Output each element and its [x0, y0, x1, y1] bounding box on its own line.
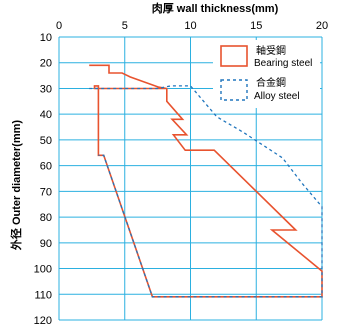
y-tick-label: 60 [40, 161, 52, 173]
x-tick-labels: 0 5 10 15 20 [56, 20, 328, 32]
legend-swatch-bearing-steel [220, 45, 248, 67]
legend-label-alloy-steel-line1: 合金鋼 [256, 76, 286, 89]
y-tick-label: 120 [34, 315, 52, 327]
y-tick-label: 80 [40, 212, 52, 224]
series-group [89, 64, 323, 298]
y-tick-label: 70 [40, 186, 52, 198]
y-tick-label: 90 [40, 238, 52, 250]
y-axis-title: 外径 Outer diameter(mm) [9, 120, 23, 252]
x-tick-label: 20 [316, 20, 328, 32]
x-tick-label: 0 [56, 20, 62, 32]
y-tick-label: 20 [40, 58, 52, 70]
y-tick-label: 50 [40, 135, 52, 147]
x-tick-label: 15 [250, 20, 262, 32]
series-line-alloy-steel [89, 85, 323, 298]
y-tick-label: 10 [40, 32, 52, 44]
x-tick-label: 5 [122, 20, 128, 32]
y-tick-label: 110 [34, 289, 52, 301]
y-tick-label: 100 [34, 264, 52, 276]
y-tick-label: 40 [40, 109, 52, 121]
x-tick-label: 10 [184, 20, 196, 32]
legend-label-bearing-steel-line1: 軸受鋼 [256, 44, 286, 57]
legend-label-alloy-steel-line2: Alloy steel [254, 91, 300, 102]
x-axis-title: 肉厚 wall thickness(mm) [152, 1, 279, 15]
y-tick-label: 30 [40, 83, 52, 95]
legend-label-bearing-steel-line2: Bearing steel [254, 58, 312, 69]
legend: 軸受鋼 Bearing steel 合金鋼 Alloy steel [213, 40, 320, 108]
legend-swatch-alloy-steel [220, 79, 248, 101]
y-tick-labels: 10 20 30 40 50 60 70 80 90 100 110 120 [34, 32, 52, 327]
